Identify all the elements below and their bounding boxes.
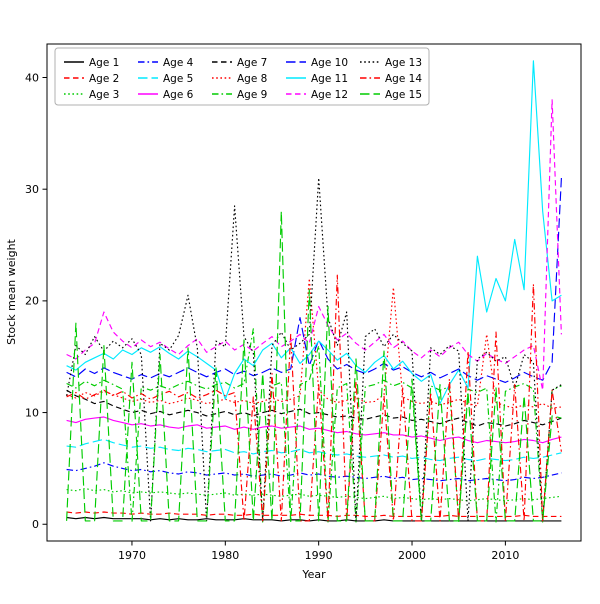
y-tick-label: 20 [25,295,39,308]
legend-item-age-6: Age 6 [138,89,194,101]
legend-label: Age 14 [385,73,422,85]
legend-item-age-5: Age 5 [138,73,193,85]
series-line-age-2 [66,511,562,517]
series-line-age-5 [66,438,562,462]
legend-item-age-7: Age 7 [212,57,267,69]
x-tick-label: 1980 [211,549,239,562]
y-axis-title: Stock mean weight [5,238,18,344]
legend-label: Age 3 [89,89,119,101]
x-axis-title: Year [301,568,326,581]
legend-label: Age 4 [163,57,194,69]
legend-label: Age 6 [163,89,194,101]
series-line-age-12 [66,99,562,391]
legend-item-age-2: Age 2 [64,73,119,85]
legend-item-age-3: Age 3 [64,89,119,101]
y-tick-label: 40 [25,71,39,84]
legend-label: Age 13 [385,57,422,69]
legend-label: Age 8 [237,73,267,85]
series-line-age-3 [66,487,562,502]
legend-label: Age 5 [163,73,193,85]
legend-label: Age 9 [237,89,267,101]
series-line-age-8 [66,277,562,409]
legend-item-age-9: Age 9 [212,89,267,101]
legend-label: Age 11 [311,73,348,85]
legend: Age 1 Age 2 Age 3 Age 4 Age 5 Age 6 Age 7 Age 8… [54,47,430,106]
legend-item-age-8: Age 8 [212,73,267,85]
legend-label: Age 15 [385,89,422,101]
legend-label: Age 7 [237,57,267,69]
y-tick-label: 0 [32,518,39,531]
legend-item-age-13: Age 13 [360,57,422,69]
series-lines [66,60,562,523]
series-line-age-13 [66,177,562,522]
y-tick-label: 10 [25,406,39,419]
legend-item-age-14: Age 14 [360,73,422,85]
legend-item-age-4: Age 4 [138,57,194,69]
x-tick-label: 1990 [305,549,333,562]
series-line-age-11 [66,60,562,405]
legend-label: Age 1 [89,57,119,69]
x-tick-label: 2010 [491,549,519,562]
legend-item-age-12: Age 12 [286,89,348,101]
legend-item-age-11: Age 11 [286,73,348,85]
series-line-age-6 [66,416,562,444]
legend-label: Age 12 [311,89,348,101]
series-line-age-4 [66,462,562,482]
series-line-age-10 [66,177,562,383]
legend-item-age-15: Age 15 [360,89,422,101]
legend-label: Age 2 [89,73,119,85]
x-axis-ticks: 1970 1980 1990 2000 2010 [118,541,519,562]
legend-item-age-10: Age 10 [286,57,348,69]
legend-label: Age 10 [311,57,348,69]
x-tick-label: 1970 [118,549,146,562]
legend-item-age-1: Age 1 [64,57,119,69]
series-line-age-9 [66,328,562,523]
plot-area-border [46,43,582,542]
series-line-age-15 [66,210,562,522]
y-axis-ticks: 0 10 20 30 40 [25,71,47,531]
x-tick-label: 2000 [398,549,426,562]
y-tick-label: 30 [25,183,39,196]
